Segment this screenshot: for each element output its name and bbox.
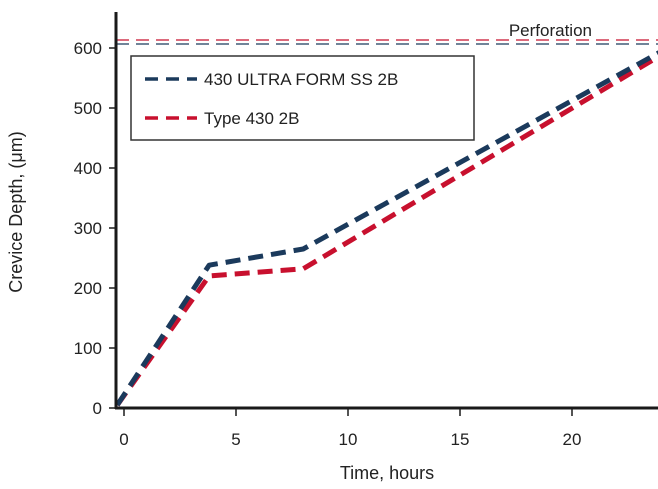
y-axis-title: Crevice Depth, (μm) (6, 131, 26, 292)
y-tick-label: 300 (74, 219, 102, 238)
y-tick-label: 0 (93, 399, 102, 418)
ticks: 0 100 200 300 400 500 600 0 5 10 15 20 (74, 39, 582, 449)
series-line-1 (115, 53, 658, 407)
y-tick-label: 100 (74, 339, 102, 358)
y-tick-label: 600 (74, 39, 102, 58)
legend-box (130, 55, 475, 141)
y-tick-label: 400 (74, 159, 102, 178)
x-tick-label: 5 (231, 430, 240, 449)
y-tick-label: 500 (74, 99, 102, 118)
perforation-reference (116, 39, 658, 45)
x-tick-label: 0 (119, 430, 128, 449)
axes (114, 12, 658, 410)
legend-label-430-ultra-form: 430 ULTRA FORM SS 2B (204, 70, 398, 89)
x-tick-label: 10 (339, 430, 358, 449)
legend: 430 ULTRA FORM SS 2B Type 430 2B (130, 55, 475, 141)
perforation-label: Perforation (509, 21, 592, 40)
series-line-0 (115, 50, 658, 407)
x-tick-label: 15 (451, 430, 470, 449)
legend-label-type-430-2b: Type 430 2B (204, 109, 299, 128)
x-tick-label: 20 (563, 430, 582, 449)
series-lines (115, 50, 658, 407)
x-axis-title: Time, hours (340, 463, 434, 483)
y-tick-label: 200 (74, 279, 102, 298)
